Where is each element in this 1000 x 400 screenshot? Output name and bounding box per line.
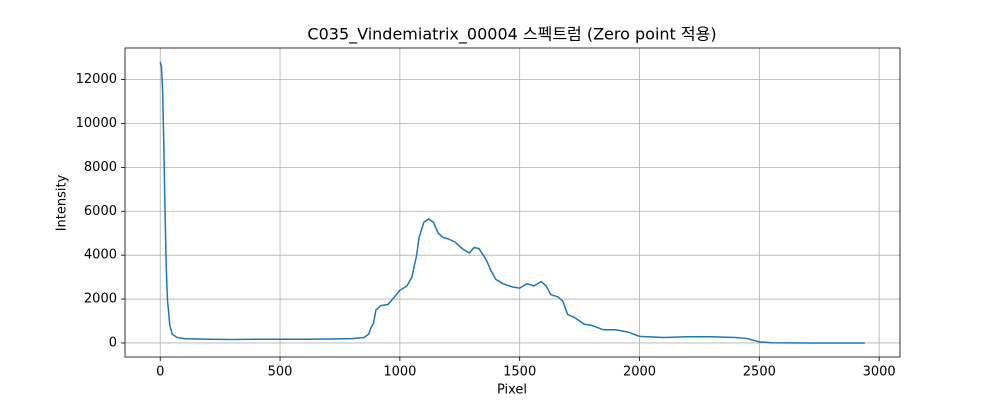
y-axis-label: Intensity [55,174,70,231]
x-tick-label: 2500 [743,365,776,380]
data-line [159,61,865,344]
y-tick-label: 10000 [76,116,117,131]
y-tick-label: 12000 [76,72,117,87]
x-tick-label: 3000 [863,365,896,380]
x-tick-label: 0 [156,365,164,380]
x-axis-label: Pixel [497,383,527,398]
x-tick-label: 1500 [503,365,536,380]
x-tick-label: 1000 [383,365,416,380]
y-tick-label: 4000 [84,248,117,263]
y-tick-label: 0 [109,335,117,350]
y-tick-label: 2000 [84,292,117,307]
plot-frame [124,47,901,358]
y-tick-label: 8000 [84,160,117,175]
x-tick-label: 2000 [623,365,656,380]
x-tick-label: 500 [268,365,293,380]
chart-title: C035_Vindemiatrix_00004 스펙트럼 (Zero point… [307,25,716,45]
y-tick-label: 6000 [84,204,117,219]
